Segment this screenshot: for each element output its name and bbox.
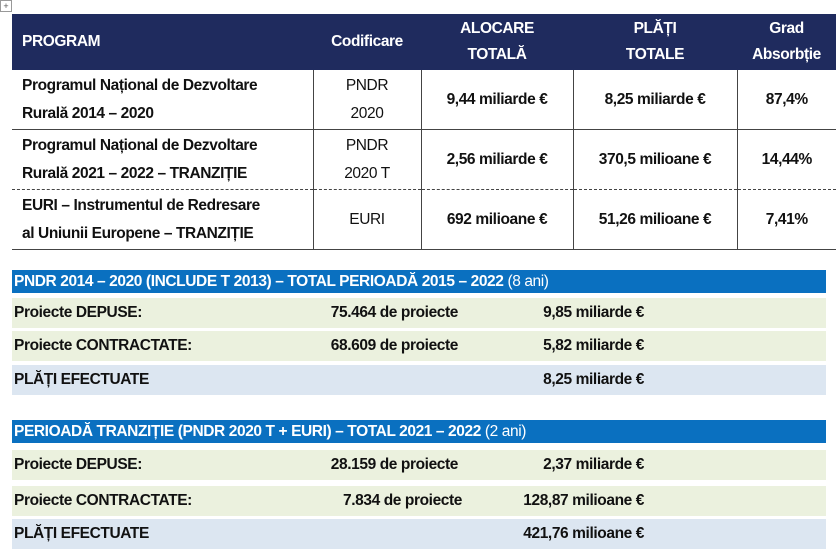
table-row: Programul Național de Dezvoltare Rurală 2… <box>12 70 836 130</box>
alloc-cell: 2,56 miliarde € <box>421 129 574 190</box>
program-cell: Programul Național de Dezvoltare Rurală 2… <box>12 129 314 190</box>
table-header-row: PROGRAM Codificare ALOCARE TOTALĂ PLĂȚI TO… <box>12 14 836 70</box>
code-cell: EURI <box>313 189 422 250</box>
stat-row-contracted: Proiecte CONTRACTATE: 7.834 de proiecte 12… <box>12 486 826 516</box>
section-header: PNDR 2014 – 2020 (INCLUDE T 2013) – TOTA… <box>12 270 826 293</box>
paid-cell: 51,26 milioane € <box>573 189 738 250</box>
header-paid: PLĂȚI TOTALE <box>573 14 737 70</box>
alloc-cell: 9,44 miliarde € <box>421 70 574 130</box>
header-absorption: Grad Absorbție <box>737 14 836 70</box>
program-cell: EURI – Instrumentul de Redresare al Uniun… <box>12 189 314 250</box>
programs-table: PROGRAM Codificare ALOCARE TOTALĂ PLĂȚI TO… <box>12 14 836 250</box>
stat-row-contracted: Proiecte CONTRACTATE: 68.609 de proiecte 5… <box>12 331 826 361</box>
alloc-cell: 692 milioane € <box>421 189 574 250</box>
absorption-cell: 7,41% <box>737 189 836 250</box>
absorption-cell: 14,44% <box>737 129 836 190</box>
program-cell: Programul Național de Dezvoltare Rurală 2… <box>12 70 314 130</box>
section-transition: PERIOADĂ TRANZIȚIE (PNDR 2020 T + EURI) … <box>12 420 826 549</box>
header-alloc: ALOCARE TOTALĂ <box>421 14 573 70</box>
table-move-handle-icon[interactable]: + <box>0 0 12 12</box>
header-code: Codificare <box>313 14 421 70</box>
section-header: PERIOADĂ TRANZIȚIE (PNDR 2020 T + EURI) … <box>12 420 826 443</box>
table-row: EURI – Instrumentul de Redresare al Uniun… <box>12 189 836 250</box>
stat-row-payments: PLĂȚI EFECTUATE 8,25 miliarde € <box>12 365 826 395</box>
stat-row-submitted: Proiecte DEPUSE: 28.159 de proiecte 2,37 m… <box>12 450 826 480</box>
paid-cell: 370,5 milioane € <box>573 129 738 190</box>
section-pndr-2014-2020: PNDR 2014 – 2020 (INCLUDE T 2013) – TOTA… <box>12 270 826 395</box>
code-cell: PNDR 2020 T <box>313 129 422 190</box>
absorption-cell: 87,4% <box>737 70 836 130</box>
stat-row-payments: PLĂȚI EFECTUATE 421,76 milioane € <box>12 519 826 549</box>
paid-cell: 8,25 miliarde € <box>573 70 738 130</box>
stat-row-submitted: Proiecte DEPUSE: 75.464 de proiecte 9,85 m… <box>12 298 826 328</box>
code-cell: PNDR 2020 <box>313 70 422 130</box>
table-row: Programul Național de Dezvoltare Rurală 2… <box>12 129 836 190</box>
header-program: PROGRAM <box>12 14 313 70</box>
